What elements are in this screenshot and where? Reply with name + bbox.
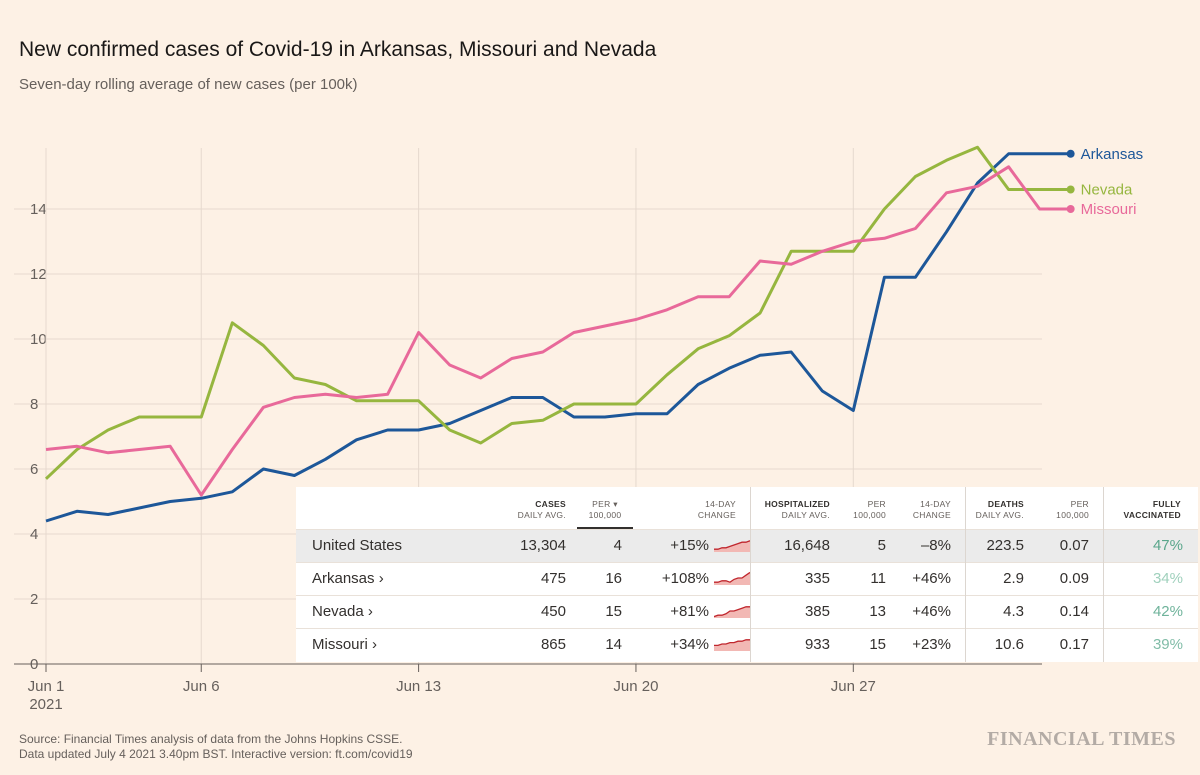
cell-deaths: 4.3 — [1003, 603, 1024, 620]
y-tick-label: 2 — [30, 591, 38, 608]
cell-hosp-change: +23% — [912, 636, 951, 653]
header-deaths-per[interactable]: PER 100,000 — [1056, 499, 1089, 520]
cell-hosp-per: 15 — [869, 636, 886, 653]
header-vaccinated[interactable]: FULLY VACCINATED — [1123, 499, 1181, 520]
y-tick-label: 6 — [30, 461, 38, 478]
sort-indicator — [577, 527, 633, 529]
chart-title: New confirmed cases of Covid-19 in Arkan… — [19, 38, 657, 61]
cell-cases-per: 14 — [605, 636, 622, 653]
ft-logo: FINANCIAL TIMES — [987, 728, 1176, 750]
series-end-marker — [1066, 149, 1075, 158]
x-tick-label: Jun 1 — [28, 678, 65, 695]
row-name: Arkansas › — [312, 570, 384, 587]
series-end-marker — [1066, 185, 1075, 194]
cell-hosp: 933 — [804, 636, 830, 653]
x-tick-label: Jun 13 — [396, 678, 441, 695]
series-label: Arkansas — [1081, 146, 1144, 163]
y-tick-label: 8 — [30, 396, 38, 413]
x-tick-label: Jun 27 — [831, 678, 876, 695]
table-row[interactable]: Nevada › 450 15 +81% 385 13 +46% 4.3 0.14 42% — [296, 595, 1198, 628]
cell-deaths-per: 0.17 — [1059, 636, 1089, 653]
cell-hosp-change: –8% — [920, 537, 951, 554]
y-tick-label: 14 — [30, 201, 47, 218]
cell-cases-change: +108% — [661, 570, 709, 587]
y-tick-label: 10 — [30, 331, 47, 348]
header-hosp-per[interactable]: PER 100,000 — [853, 499, 886, 520]
x-tick-sublabel: 2021 — [29, 696, 62, 713]
cell-hosp-per: 13 — [869, 603, 886, 620]
cell-deaths-per: 0.14 — [1059, 603, 1089, 620]
cell-vaccinated: 47% — [1152, 537, 1183, 554]
cell-deaths: 2.9 — [1003, 570, 1024, 587]
table-row[interactable]: Arkansas › 475 16 +108% 335 11 +46% 2.9 0.09 34% — [296, 562, 1198, 595]
row-name: Nevada › — [312, 603, 373, 620]
header-cases-per[interactable]: PER ▾ 100,000 — [588, 499, 622, 520]
header-deaths[interactable]: DEATHS DAILY AVG. — [975, 499, 1024, 520]
header-hospitalized[interactable]: HOSPITALIZED DAILY AVG. — [764, 499, 830, 520]
cell-deaths-per: 0.07 — [1059, 537, 1089, 554]
cell-hosp: 335 — [804, 570, 830, 587]
column-divider — [965, 487, 966, 662]
y-tick-label: 4 — [30, 526, 38, 543]
header-cases[interactable]: CASES DAILY AVG. — [517, 499, 566, 520]
cell-hosp: 385 — [804, 603, 830, 620]
cell-cases-per: 4 — [613, 537, 622, 554]
cell-hosp: 16,648 — [784, 537, 830, 554]
cell-vaccinated: 34% — [1152, 570, 1183, 587]
cell-deaths-per: 0.09 — [1059, 570, 1089, 587]
cell-cases: 13,304 — [520, 537, 566, 554]
series-label: Missouri — [1081, 201, 1137, 218]
table-row: United States 13,304 4 +15% 16,648 5 –8% 223.5 0… — [296, 529, 1198, 562]
sparkline-icon — [714, 606, 750, 618]
cell-cases: 450 — [540, 603, 566, 620]
cell-cases-change: +81% — [670, 603, 709, 620]
cell-cases: 865 — [540, 636, 566, 653]
column-divider — [1103, 487, 1104, 662]
source-note: Source: Financial Times analysis of data… — [19, 732, 413, 761]
row-name: United States — [312, 537, 403, 554]
cell-vaccinated: 42% — [1152, 603, 1183, 620]
chart-subtitle: Seven-day rolling average of new cases (… — [19, 76, 358, 93]
cell-hosp-per: 5 — [877, 537, 886, 554]
series-label: Nevada — [1081, 182, 1133, 199]
cell-cases-change: +34% — [670, 636, 709, 653]
sparkline-icon — [714, 639, 750, 651]
cell-hosp-per: 11 — [870, 570, 886, 587]
row-name: Missouri › — [312, 636, 378, 653]
table-header: CASES DAILY AVG. PER ▾ 100,000 14-DAY CHANG… — [296, 487, 1198, 529]
cell-deaths: 10.6 — [994, 636, 1024, 653]
cell-hosp-change: +46% — [912, 570, 951, 587]
table-row[interactable]: Missouri › 865 14 +34% 933 15 +23% 10.6 0.17 39% — [296, 628, 1198, 661]
series-end-marker — [1066, 205, 1075, 213]
cell-cases-change: +15% — [670, 537, 709, 554]
cell-cases-per: 16 — [605, 570, 622, 587]
stats-table: CASES DAILY AVG. PER ▾ 100,000 14-DAY CHANG… — [296, 487, 1198, 662]
cell-deaths: 223.5 — [986, 537, 1024, 554]
series-line-nevada — [44, 145, 1071, 480]
x-tick-label: Jun 6 — [183, 678, 220, 695]
sparkline-icon — [714, 571, 750, 585]
column-divider — [750, 487, 751, 662]
x-tick-label: Jun 20 — [613, 678, 658, 695]
cell-cases-per: 15 — [605, 603, 622, 620]
cell-cases: 475 — [540, 570, 566, 587]
series-line-missouri — [45, 165, 1071, 497]
series-line-arkansas — [45, 152, 1071, 523]
y-tick-label: 12 — [30, 266, 47, 283]
header-hosp-change[interactable]: 14-DAY CHANGE — [912, 499, 951, 520]
cell-vaccinated: 39% — [1152, 636, 1183, 653]
cell-hosp-change: +46% — [912, 603, 951, 620]
sort-arrow-icon: ▾ — [613, 499, 618, 509]
sparkline-icon — [714, 540, 750, 552]
header-cases-change[interactable]: 14-DAY CHANGE — [697, 499, 736, 520]
